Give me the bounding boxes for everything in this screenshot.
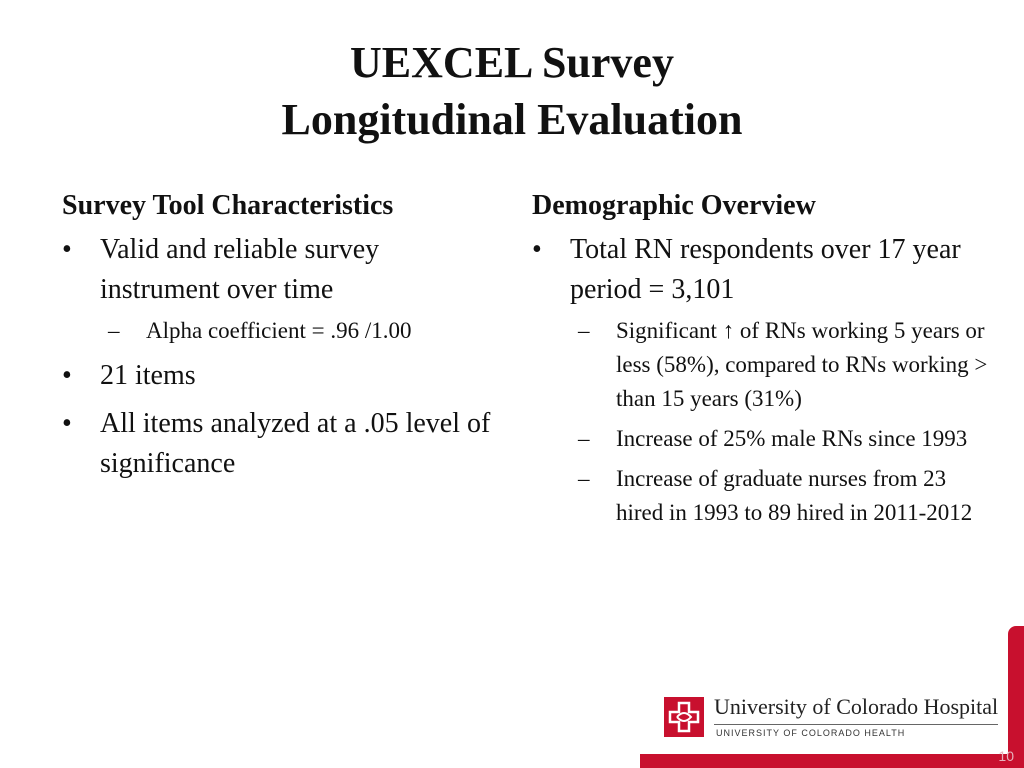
page-number: 10 bbox=[998, 748, 1014, 764]
bullet-icon: • bbox=[62, 360, 72, 391]
cross-logo-icon bbox=[664, 697, 704, 737]
footer-accent-side bbox=[1008, 626, 1024, 768]
sub-list-item: – Increase of graduate nurses from 23 hi… bbox=[578, 462, 992, 530]
bullet-icon: • bbox=[62, 234, 72, 265]
logo-divider bbox=[714, 724, 998, 725]
footer-accent-bar bbox=[640, 754, 1024, 768]
logo-name: University of Colorado Hospital bbox=[714, 694, 999, 719]
dash-icon: – bbox=[578, 466, 590, 491]
sub-list-item: – Significant ↑ of RNs working 5 years o… bbox=[578, 314, 992, 416]
dash-icon: – bbox=[578, 318, 590, 343]
sub-bullet-list: – Significant ↑ of RNs working 5 years o… bbox=[578, 314, 992, 530]
right-column: Demographic Overview • Total RN responde… bbox=[532, 186, 992, 538]
bullet-text: 21 items bbox=[100, 360, 196, 391]
sub-bullet-text: Increase of 25% male RNs since 1993 bbox=[616, 426, 968, 451]
logo-subtitle: UNIVERSITY OF COLORADO HEALTH bbox=[716, 728, 906, 738]
dash-icon: – bbox=[108, 318, 120, 343]
sub-bullet-list: – Alpha coefficient = .96 /1.00 bbox=[108, 314, 502, 348]
bullet-text: All items analyzed at a .05 level of sig… bbox=[100, 408, 491, 479]
sub-list-item: – Alpha coefficient = .96 /1.00 bbox=[108, 314, 502, 348]
bullet-text: Total RN respondents over 17 year period… bbox=[570, 234, 961, 305]
right-column-heading: Demographic Overview bbox=[532, 190, 816, 221]
title-line-2: Longitudinal Evaluation bbox=[281, 95, 743, 144]
list-item: • All items analyzed at a .05 level of s… bbox=[62, 404, 502, 484]
left-column-heading: Survey Tool Characteristics bbox=[62, 190, 394, 221]
list-item: • Total RN respondents over 17 year peri… bbox=[532, 230, 992, 530]
left-bullet-list: • Valid and reliable survey instrument o… bbox=[62, 230, 502, 484]
title-line-1: UEXCEL Survey bbox=[350, 38, 674, 87]
left-column: Survey Tool Characteristics • Valid and … bbox=[62, 186, 502, 492]
sub-bullet-text: Significant ↑ of RNs working 5 years or … bbox=[616, 318, 988, 411]
list-item: • 21 items bbox=[62, 356, 502, 396]
sub-bullet-text: Increase of graduate nurses from 23 hire… bbox=[616, 466, 973, 525]
dash-icon: – bbox=[578, 426, 590, 451]
slide-title: UEXCEL Survey Longitudinal Evaluation bbox=[0, 34, 1024, 148]
bullet-icon: • bbox=[62, 408, 72, 439]
sub-bullet-text: Alpha coefficient = .96 /1.00 bbox=[146, 318, 412, 343]
sub-list-item: – Increase of 25% male RNs since 1993 bbox=[578, 422, 992, 456]
bullet-text: Valid and reliable survey instrument ove… bbox=[100, 234, 380, 305]
right-bullet-list: • Total RN respondents over 17 year peri… bbox=[532, 230, 992, 530]
bullet-icon: • bbox=[532, 234, 542, 265]
list-item: • Valid and reliable survey instrument o… bbox=[62, 230, 502, 348]
